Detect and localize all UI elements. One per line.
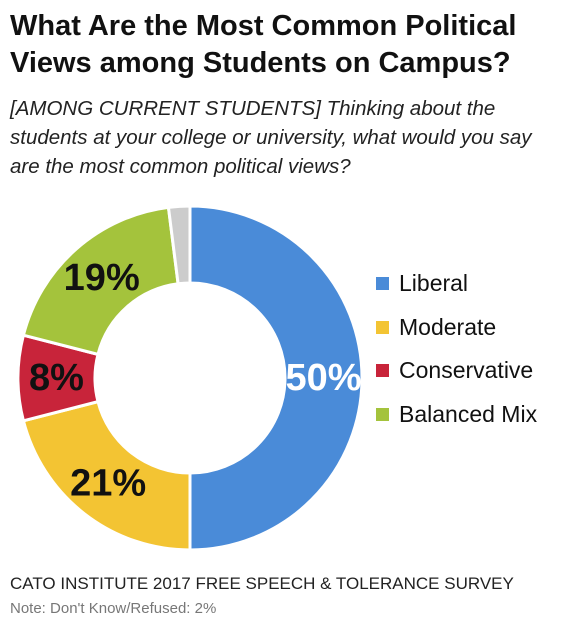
slice-label-conservative: 8% [29,357,84,399]
chart-subtitle: [AMONG CURRENT STUDENTS] Thinking about … [10,97,532,178]
legend-label-balanced-mix: Balanced Mix [399,400,538,427]
legend-item-conservative: Conservative [376,349,537,393]
legend-label-moderate: Moderate [399,313,497,340]
slice-balanced-mix [21,205,180,357]
legend-swatch-liberal [376,277,389,291]
legend-item-balanced-mix: Balanced Mix [376,393,537,437]
legend-swatch-conservative [376,364,389,378]
legend-item-liberal: Liberal [376,262,537,306]
legend-label-conservative: Conservative [399,357,534,384]
source-footer: CATO INSTITUTE 2017 FREE SPEECH & TOLERA… [10,574,514,593]
slice-label-moderate: 21% [70,462,146,504]
legend-swatch-moderate [376,320,389,334]
chart-legend: Liberal Moderate Conservative Balanced M… [376,262,537,436]
slice-label-liberal: 50% [285,357,361,399]
chart-title: What Are the Most Common Political Views… [10,10,517,79]
slice-liberal [188,204,364,552]
slice-label-balanced-mix: 19% [64,257,140,299]
slice-unlabeled [166,204,192,286]
legend-label-liberal: Liberal [399,270,469,297]
legend-swatch-balanced-mix [376,407,389,421]
source-note: Note: Don't Know/Refused: 2% [10,600,217,617]
slice-moderate [21,399,192,552]
legend-item-moderate: Moderate [376,306,537,350]
donut-chart: 50% 21% 8% 19% [16,204,364,552]
